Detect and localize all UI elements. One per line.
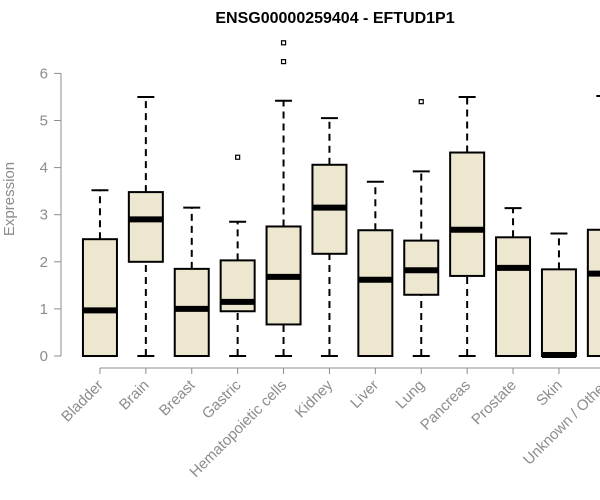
x-tick-label: Pancreas [417,377,474,434]
iqr-box [540,268,577,357]
y-axis: 0 1 2 3 4 5 6 [40,65,62,365]
box-pancreas [449,95,486,357]
x-tick-label: Bladder [58,377,107,426]
box-skin [540,232,577,359]
outlier-point [235,154,241,160]
x-tick-label: Lung [392,377,428,413]
box-series [81,40,600,359]
y-tick-label: 5 [40,113,48,130]
box-brain [127,95,164,357]
box-liver [357,180,394,357]
x-tick-label: Liver [347,377,382,412]
y-tick-label: 2 [40,254,48,271]
iqr-box [173,267,210,357]
y-tick-label: 6 [40,65,48,82]
x-tick-label: Prostate [468,377,520,429]
x-tick-label: Gastric [199,376,245,422]
box-breast [173,206,210,357]
box-lung [403,99,440,357]
iqr-box [495,236,532,357]
box-kidney [311,117,348,357]
outlier-point [280,59,287,65]
iqr-box [357,229,394,357]
iqr-box [127,191,164,263]
y-tick-label: 0 [40,348,48,365]
x-tick-label: Breast [156,376,199,419]
outlier-point [280,40,287,46]
box-bladder [81,189,118,357]
box-gastric [219,154,256,357]
x-tick-label: Skin [533,377,566,410]
y-axis-label: Expression [1,162,18,236]
box-hematopoietic-cells [265,40,302,357]
y-tick-label: 3 [40,207,48,224]
y-tick-label: 4 [40,160,48,177]
outlier-point [418,99,424,105]
chart-title: ENSG00000259404 - EFTUD1P1 [215,10,454,27]
x-tick-label: Brain [116,377,153,414]
box-prostate [495,207,532,357]
iqr-box [586,228,600,357]
x-tick-label: Kidney [292,376,337,421]
box-unknown-other [586,95,600,357]
iqr-box [449,151,486,277]
iqr-box [81,238,118,357]
y-tick-label: 1 [40,301,48,318]
